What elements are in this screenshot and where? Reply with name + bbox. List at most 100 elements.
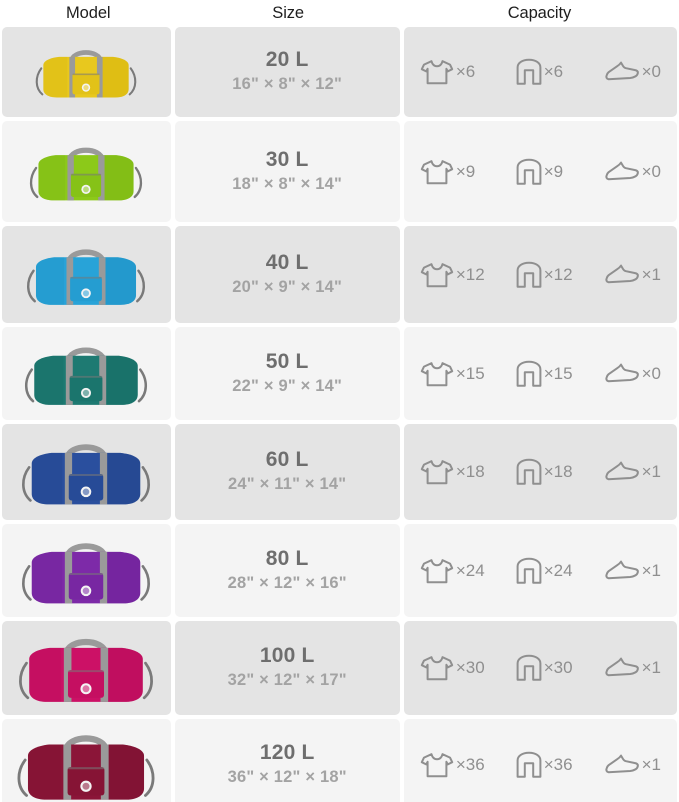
tshirt-icon [420, 557, 454, 585]
capacity-item-shoes: ×1 [604, 461, 661, 483]
pants-icon [516, 458, 542, 486]
volume-label: 120 L [259, 741, 315, 765]
size-cell: 120 L 36" × 12" × 18" [174, 719, 400, 802]
capacity-count-pants: ×6 [543, 62, 564, 81]
tshirt-icon [420, 654, 454, 682]
capacity-cell: ×30 ×30 ×1 [403, 621, 678, 715]
volume-label: 30 L [265, 147, 309, 171]
model-cell [2, 719, 171, 802]
shoe-icon [604, 560, 640, 582]
capacity-count-pants: ×30 [543, 658, 573, 677]
duffel-bag-burgundy [6, 719, 166, 802]
table-row: 50 L 22" × 9" × 14" ×15 ×15 ×0 [0, 327, 679, 420]
capacity-group: ×36 ×36 ×1 [404, 751, 677, 779]
capacity-item-t-shirt: ×12 [420, 261, 485, 289]
capacity-count-t-shirt: ×6 [455, 62, 476, 81]
shoe-icon [604, 161, 640, 183]
duffel-bag-green [28, 133, 144, 211]
model-cell [2, 27, 171, 117]
capacity-item-pants: ×6 [516, 58, 563, 86]
shoe-icon [604, 754, 640, 776]
capacity-item-t-shirt: ×15 [420, 360, 485, 388]
capacity-item-pants: ×15 [516, 360, 573, 388]
shoe-icon [604, 657, 640, 679]
capacity-group: ×9 ×9 ×0 [404, 158, 677, 186]
capacity-count-t-shirt: ×30 [455, 658, 485, 677]
duffel-bag-teal [21, 333, 151, 415]
pants-icon [516, 360, 542, 388]
duffel-bag-magenta [9, 623, 163, 713]
capacity-item-pants: ×30 [516, 654, 573, 682]
tshirt-icon [420, 261, 454, 289]
column-header-model: Model [66, 4, 111, 22]
volume-label: 40 L [265, 250, 309, 274]
pants-icon [516, 58, 542, 86]
table-row: 80 L 28" × 12" × 16" ×24 ×24 ×1 [0, 524, 679, 617]
duffel-bag-navy [16, 429, 156, 515]
table-row: 60 L 24" × 11" × 14" ×18 ×18 ×1 [0, 424, 679, 520]
size-cell: 100 L 32" × 12" × 17" [174, 621, 400, 715]
column-header-size: Size [272, 4, 304, 22]
capacity-cell: ×36 ×36 ×1 [403, 719, 678, 802]
capacity-item-t-shirt: ×36 [420, 751, 485, 779]
capacity-count-pants: ×9 [543, 161, 564, 181]
capacity-item-shoes: ×0 [604, 161, 661, 183]
capacity-count-shoes: ×1 [641, 755, 661, 774]
capacity-cell: ×18 ×18 ×1 [403, 424, 678, 520]
table-row: 100 L 32" × 12" × 17" ×30 ×30 ×1 [0, 621, 679, 715]
capacity-count-pants: ×18 [543, 462, 573, 481]
capacity-group: ×24 ×24 ×1 [404, 557, 677, 585]
tshirt-icon [420, 458, 454, 486]
pants-icon [516, 557, 542, 585]
pants-icon [516, 751, 542, 779]
capacity-item-shoes: ×1 [604, 754, 661, 776]
table-row: 40 L 20" × 9" × 14" ×12 ×12 ×1 [0, 226, 679, 323]
volume-label: 50 L [265, 349, 309, 373]
volume-label: 60 L [265, 448, 309, 472]
capacity-item-t-shirt: ×9 [420, 158, 475, 186]
capacity-count-pants: ×12 [543, 264, 573, 284]
dimensions-label: 28" × 12" × 16" [227, 573, 347, 592]
capacity-item-t-shirt: ×24 [420, 557, 485, 585]
capacity-count-t-shirt: ×36 [455, 755, 485, 774]
model-cell [2, 424, 171, 520]
dimensions-label: 24" × 11" × 14" [228, 475, 347, 494]
model-cell [2, 327, 171, 420]
table-body: 20 L 16" × 8" × 12" ×6 ×6 ×0 30 L 18" × 8" × 1… [0, 27, 679, 802]
capacity-item-pants: ×18 [516, 458, 573, 486]
model-cell [2, 226, 171, 323]
size-cell: 20 L 16" × 8" × 12" [174, 27, 400, 117]
capacity-cell: ×12 ×12 ×1 [403, 226, 678, 323]
dimensions-label: 22" × 9" × 14" [232, 376, 343, 395]
shoe-icon [604, 461, 640, 483]
duffel-bag-yellow [34, 37, 138, 107]
capacity-count-t-shirt: ×15 [455, 363, 485, 383]
capacity-item-t-shirt: ×6 [420, 58, 475, 86]
capacity-item-shoes: ×1 [604, 560, 661, 582]
capacity-count-shoes: ×1 [641, 264, 661, 284]
pants-icon [516, 158, 542, 186]
tshirt-icon [420, 360, 454, 388]
capacity-count-t-shirt: ×12 [455, 264, 485, 284]
size-cell: 80 L 28" × 12" × 16" [174, 524, 400, 617]
volume-label: 80 L [265, 546, 309, 570]
capacity-group: ×30 ×30 ×1 [404, 654, 677, 682]
capacity-item-shoes: ×1 [604, 264, 661, 286]
duffel-bag-blue [25, 235, 147, 315]
dimensions-label: 36" × 12" × 18" [227, 768, 347, 787]
capacity-group: ×18 ×18 ×1 [404, 458, 677, 486]
capacity-item-pants: ×24 [516, 557, 573, 585]
size-cell: 30 L 18" × 8" × 14" [174, 121, 400, 222]
size-cell: 40 L 20" × 9" × 14" [174, 226, 400, 323]
capacity-count-t-shirt: ×18 [455, 462, 485, 481]
capacity-count-shoes: ×0 [641, 363, 661, 383]
capacity-item-pants: ×9 [516, 158, 563, 186]
dimensions-label: 20" × 9" × 14" [232, 277, 343, 296]
capacity-count-shoes: ×0 [641, 62, 661, 81]
shoe-icon [604, 61, 640, 83]
table-header: Model Size Capacity [0, 0, 679, 27]
capacity-count-pants: ×36 [543, 755, 573, 774]
capacity-item-shoes: ×1 [604, 657, 661, 679]
capacity-count-shoes: ×1 [641, 462, 661, 481]
capacity-cell: ×15 ×15 ×0 [403, 327, 678, 420]
